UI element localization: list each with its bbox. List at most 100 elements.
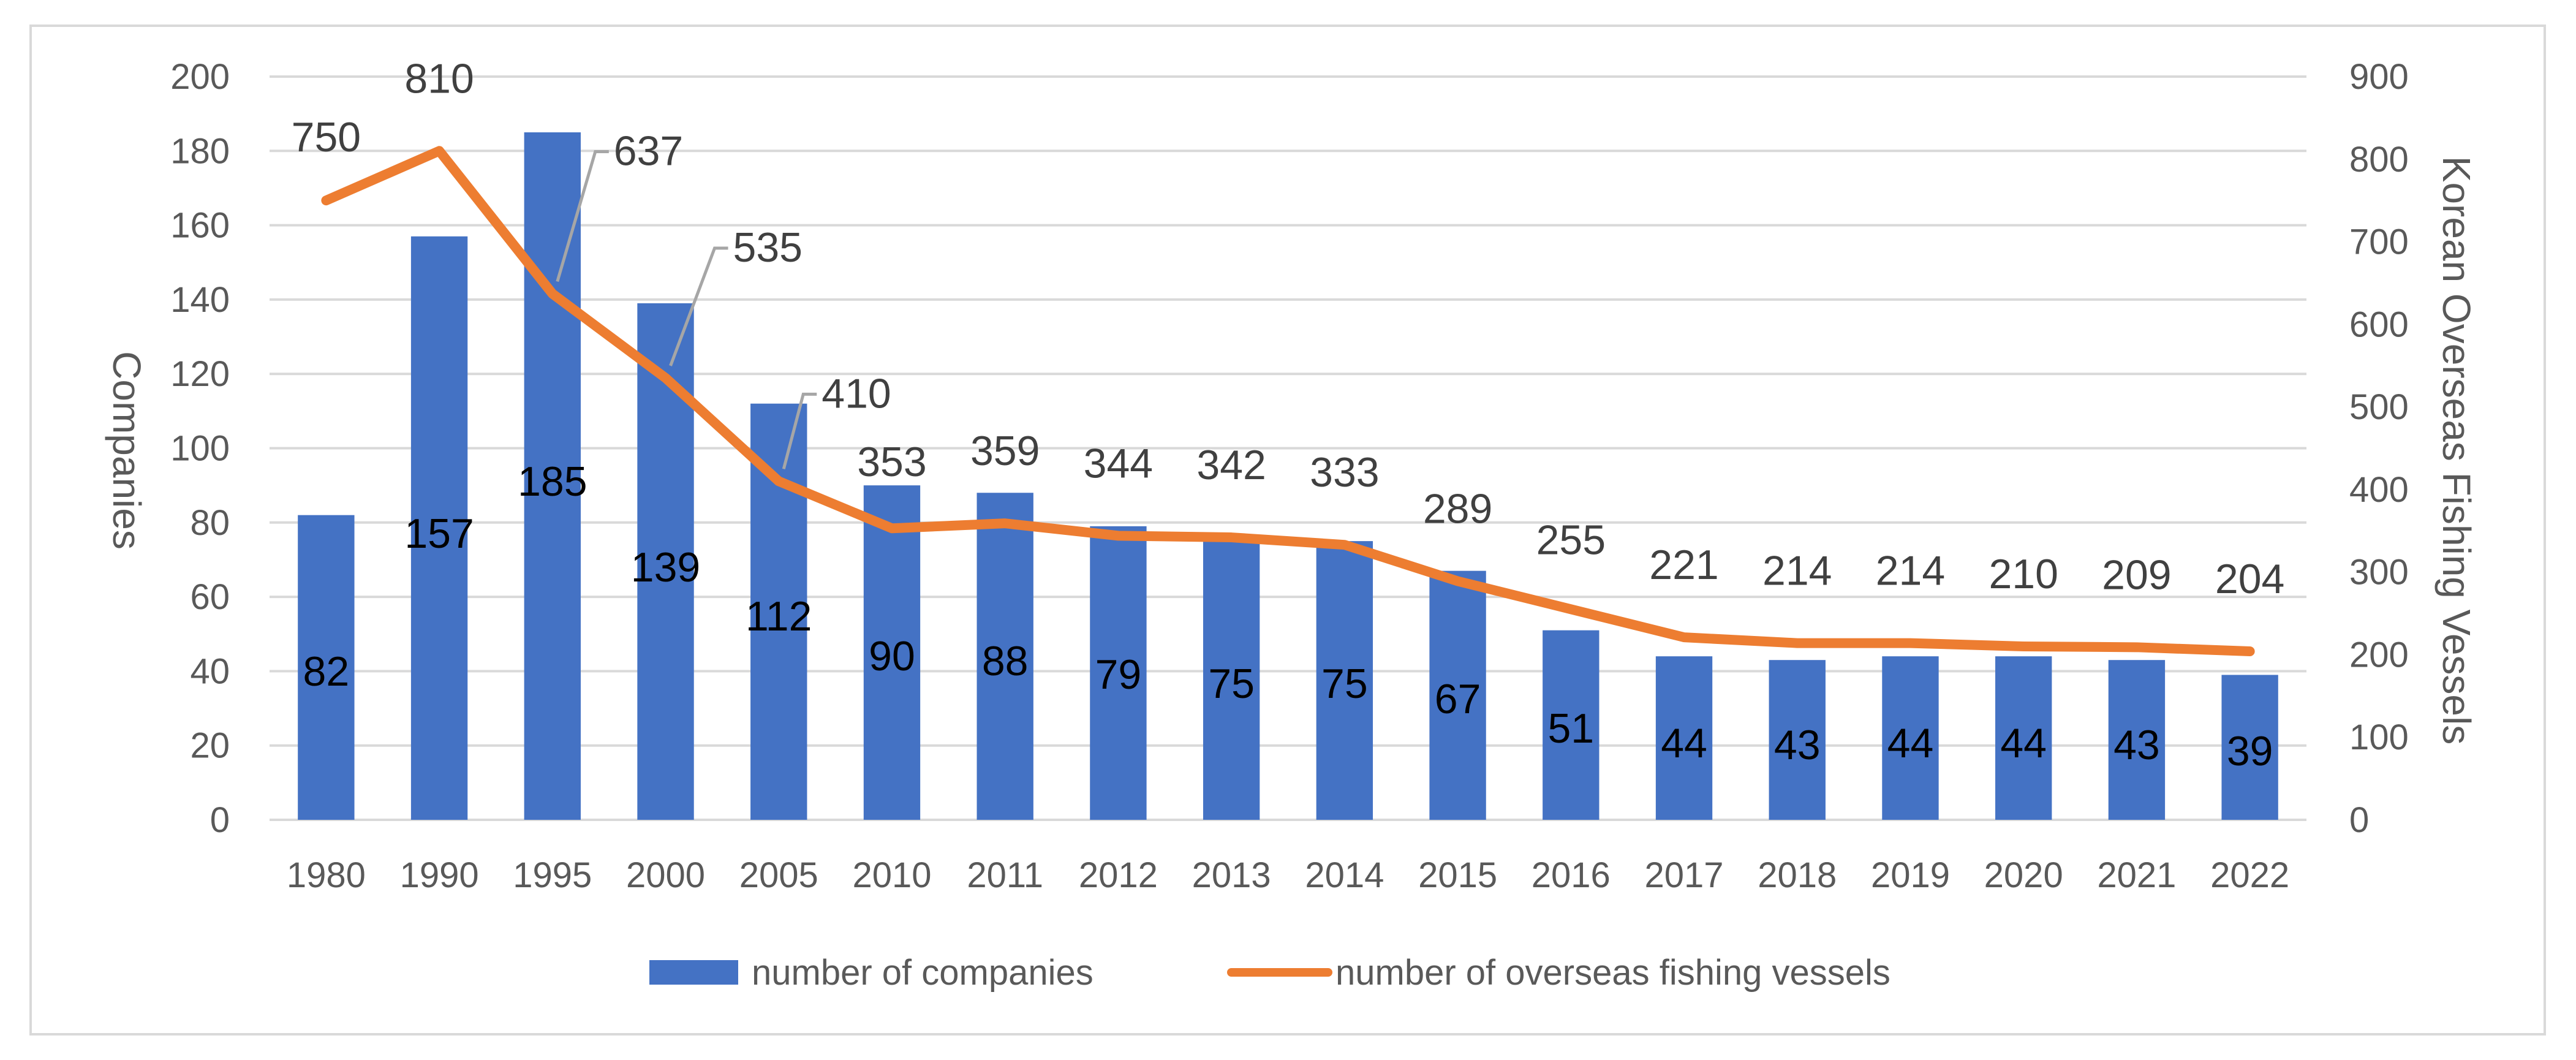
line-label-2011: 359	[970, 428, 1040, 474]
leader-line-2005	[782, 392, 817, 470]
bar-label-1995: 185	[518, 458, 587, 505]
left-tick-label: 60	[190, 577, 230, 617]
bar-label-2014: 75	[1321, 661, 1368, 707]
bar-1995	[524, 132, 581, 820]
x-tick-1995: 1995	[513, 855, 592, 895]
bar-2013	[1203, 541, 1260, 820]
right-tick-label: 900	[2349, 57, 2409, 97]
line-data-labels: 750 810 637 535 410 353 359 344 342 333 289 255 221 2…	[292, 55, 2285, 602]
bar-label-2010: 90	[869, 633, 915, 680]
vessels-line	[321, 146, 2255, 657]
x-tick-2016: 2016	[1532, 855, 1611, 895]
x-tick-2015: 2015	[1418, 855, 1497, 895]
bar-label-2013: 75	[1208, 661, 1255, 707]
bar-label-2015: 67	[1435, 676, 1481, 722]
bar-data-labels: 82 157 185 139 112 90 88 79 75 75 67 51 44 43 44 44 43 39	[303, 458, 2273, 774]
x-tick-2022: 2022	[2210, 855, 2289, 895]
gridlines	[270, 75, 2306, 821]
x-tick-2014: 2014	[1305, 855, 1384, 895]
leader-line-2000	[669, 246, 728, 366]
line-label-2018: 214	[1762, 548, 1832, 594]
line-label-1990: 810	[404, 55, 474, 102]
x-tick-2019: 2019	[1871, 855, 1950, 895]
right-tick-label: 400	[2349, 470, 2409, 510]
line-label-2012: 344	[1084, 440, 1153, 486]
right-tick-label: 0	[2349, 800, 2369, 840]
line-label-2014: 333	[1310, 449, 1379, 496]
bar-2010	[863, 485, 921, 820]
left-tick-label: 140	[170, 280, 230, 320]
bar-label-1990: 157	[404, 510, 474, 557]
bar-label-2012: 79	[1095, 651, 1142, 698]
x-tick-1980: 1980	[287, 855, 366, 895]
line-label-2019: 214	[1876, 548, 1945, 594]
left-tick-label: 40	[190, 651, 230, 691]
bar-2005	[750, 403, 807, 820]
line-label-2016: 255	[1536, 517, 1606, 563]
bar-2017	[1655, 656, 1713, 820]
x-tick-2021: 2021	[2097, 855, 2176, 895]
x-tick-2010: 2010	[852, 855, 931, 895]
line-label-2020: 210	[1989, 551, 2058, 597]
legend-line-label: number of overseas fishing vessels	[1335, 953, 1890, 993]
line-label-2010: 353	[857, 439, 926, 485]
left-tick-label: 160	[170, 206, 230, 246]
bar-2020	[1995, 656, 2052, 820]
x-axis-ticks: 1980 1990 1995 2000 2005 2010 2011 2012 2013 2014…	[287, 855, 2289, 895]
line-label-2000: 535	[733, 224, 803, 271]
x-tick-2018: 2018	[1758, 855, 1837, 895]
left-tick-label: 180	[170, 131, 230, 171]
line-series	[321, 146, 2255, 657]
legend-bar-label: number of companies	[752, 953, 1093, 993]
left-tick-label: 80	[190, 503, 230, 543]
bar-2019	[1882, 656, 1939, 820]
bar-series	[298, 132, 2278, 820]
right-tick-label: 500	[2349, 387, 2409, 427]
right-tick-label: 100	[2349, 717, 2409, 757]
leader-line-1995	[556, 150, 609, 282]
x-tick-2012: 2012	[1079, 855, 1158, 895]
line-label-2005: 410	[822, 370, 891, 417]
line-label-2017: 221	[1649, 542, 1718, 588]
bar-1980	[298, 515, 355, 820]
right-tick-label: 600	[2349, 305, 2409, 344]
right-tick-label: 800	[2349, 140, 2409, 180]
x-tick-2000: 2000	[626, 855, 705, 895]
line-label-1995: 637	[614, 127, 683, 174]
bar-2022	[2221, 675, 2278, 820]
bar-label-2020: 44	[2000, 720, 2047, 767]
line-label-2015: 289	[1423, 485, 1492, 532]
bar-label-2011: 88	[982, 638, 1029, 684]
right-tick-label: 700	[2349, 222, 2409, 262]
legend: number of companies number of overseas f…	[649, 953, 1890, 993]
left-tick-label: 200	[170, 57, 230, 97]
bar-label-2000: 139	[631, 544, 700, 591]
line-label-2013: 342	[1196, 442, 1266, 488]
bar-label-2017: 44	[1661, 720, 1707, 767]
line-label-2022: 204	[2215, 556, 2284, 602]
bar-2011	[976, 493, 1033, 820]
bar-label-1980: 82	[303, 648, 350, 695]
x-tick-1990: 1990	[400, 855, 479, 895]
bar-2021	[2108, 660, 2166, 820]
x-tick-2020: 2020	[1984, 855, 2063, 895]
left-tick-label: 100	[170, 429, 230, 469]
bar-2018	[1769, 660, 1826, 820]
leader-lines	[556, 150, 817, 470]
x-tick-2017: 2017	[1645, 855, 1724, 895]
bar-label-2019: 44	[1887, 720, 1934, 767]
x-tick-2013: 2013	[1192, 855, 1271, 895]
right-axis-ticks: 0 100 200 300 400 500 600 700 800 900	[2349, 57, 2409, 840]
bar-2016	[1543, 630, 1600, 820]
bar-label-2018: 43	[1774, 722, 1821, 768]
right-tick-label: 300	[2349, 553, 2409, 592]
bar-label-2005: 112	[746, 593, 812, 640]
legend-bar-swatch	[649, 960, 738, 985]
line-label-2021: 209	[2102, 551, 2171, 598]
right-tick-label: 200	[2349, 635, 2409, 675]
left-tick-label: 120	[170, 354, 230, 394]
left-axis-ticks: 0 20 40 60 80 100 120 140 160 180 200	[170, 57, 230, 840]
left-tick-label: 0	[210, 800, 230, 840]
left-tick-label: 20	[190, 726, 230, 766]
